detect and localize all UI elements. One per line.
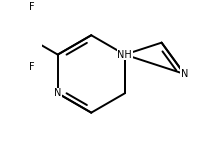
Text: NH: NH — [117, 50, 132, 60]
Text: N: N — [181, 69, 188, 79]
Text: F: F — [29, 62, 35, 72]
Text: F: F — [29, 2, 35, 12]
Text: N: N — [54, 88, 61, 98]
